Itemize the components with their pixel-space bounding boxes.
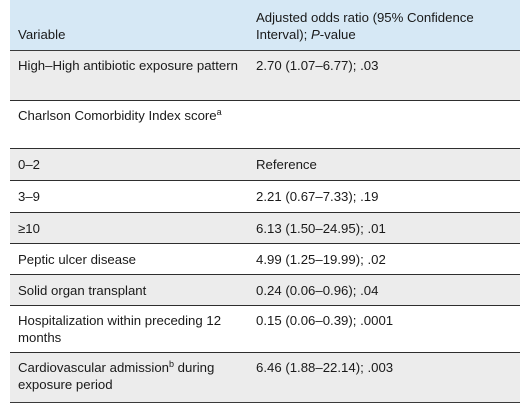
table-row: 3–9 2.21 (0.67–7.33); .19: [10, 180, 520, 212]
row-variable: High–High antibiotic exposure pattern: [18, 57, 238, 73]
row-variable: ≥10: [18, 220, 40, 236]
header-odds-ratio-line1: Adjusted odds ratio (95% Confidence: [256, 9, 474, 25]
table-row: Hospitalization within preceding 12 mont…: [10, 305, 520, 352]
row-value: 2.70 (1.07–6.77); .03: [256, 57, 379, 73]
header-odds-ratio-p: P: [310, 26, 320, 42]
table-row: Peptic ulcer disease 4.99 (1.25–19.99); …: [10, 243, 520, 274]
table-row: 0–2 Reference: [10, 148, 520, 180]
row-value: 2.21 (0.67–7.33); .19: [256, 188, 379, 204]
row-value: 4.99 (1.25–19.99); .02: [256, 251, 386, 267]
row-variable: Charlson Comorbidity Index scorea: [10, 100, 248, 148]
header-variable: Variable: [10, 0, 248, 50]
row-value: 6.46 (1.88–22.14); .003: [256, 359, 394, 375]
table-row: Cardiovascular admissionb during exposur…: [10, 352, 520, 402]
table-row: Charlson Comorbidity Index scorea: [10, 100, 520, 148]
row-variable-text: Cardiovascular admission: [18, 359, 169, 375]
row-value: 0.15 (0.06–0.39); .0001: [256, 312, 394, 328]
table-row: High–High antibiotic exposure pattern 2.…: [10, 50, 520, 100]
footnote-marker: a: [216, 106, 222, 117]
header-odds-ratio: Adjusted odds ratio (95% Confidence Inte…: [248, 0, 520, 50]
row-value: 0.24 (0.06–0.96); .04: [256, 282, 379, 298]
row-variable: Hospitalization within preceding 12 mont…: [18, 312, 222, 345]
header-odds-ratio-line2-prefix: Interval);: [256, 26, 311, 42]
row-value: 6.13 (1.50–24.95); .01: [256, 220, 386, 236]
row-variable: Peptic ulcer disease: [18, 251, 137, 267]
table-header-row: Variable Adjusted odds ratio (95% Confid…: [10, 0, 520, 50]
footnote-marker: b: [169, 358, 175, 369]
odds-ratio-table: Variable Adjusted odds ratio (95% Confid…: [10, 0, 520, 403]
header-odds-ratio-line2-suffix: -value: [319, 26, 356, 42]
row-variable-text-continued: during exposure period: [18, 359, 215, 392]
row-value: Reference: [256, 156, 317, 172]
header-variable-label: Variable: [18, 26, 66, 42]
row-variable-text: Charlson Comorbidity Index score: [18, 107, 217, 123]
row-variable: Solid organ transplant: [18, 282, 147, 298]
row-variable: 0–2: [18, 156, 41, 172]
table-row: ≥10 6.13 (1.50–24.95); .01: [10, 212, 520, 243]
row-value: [248, 100, 520, 148]
row-variable: 3–9: [18, 188, 41, 204]
table-row: Solid organ transplant 0.24 (0.06–0.96);…: [10, 274, 520, 305]
row-variable: Cardiovascular admissionb during exposur…: [10, 352, 248, 402]
